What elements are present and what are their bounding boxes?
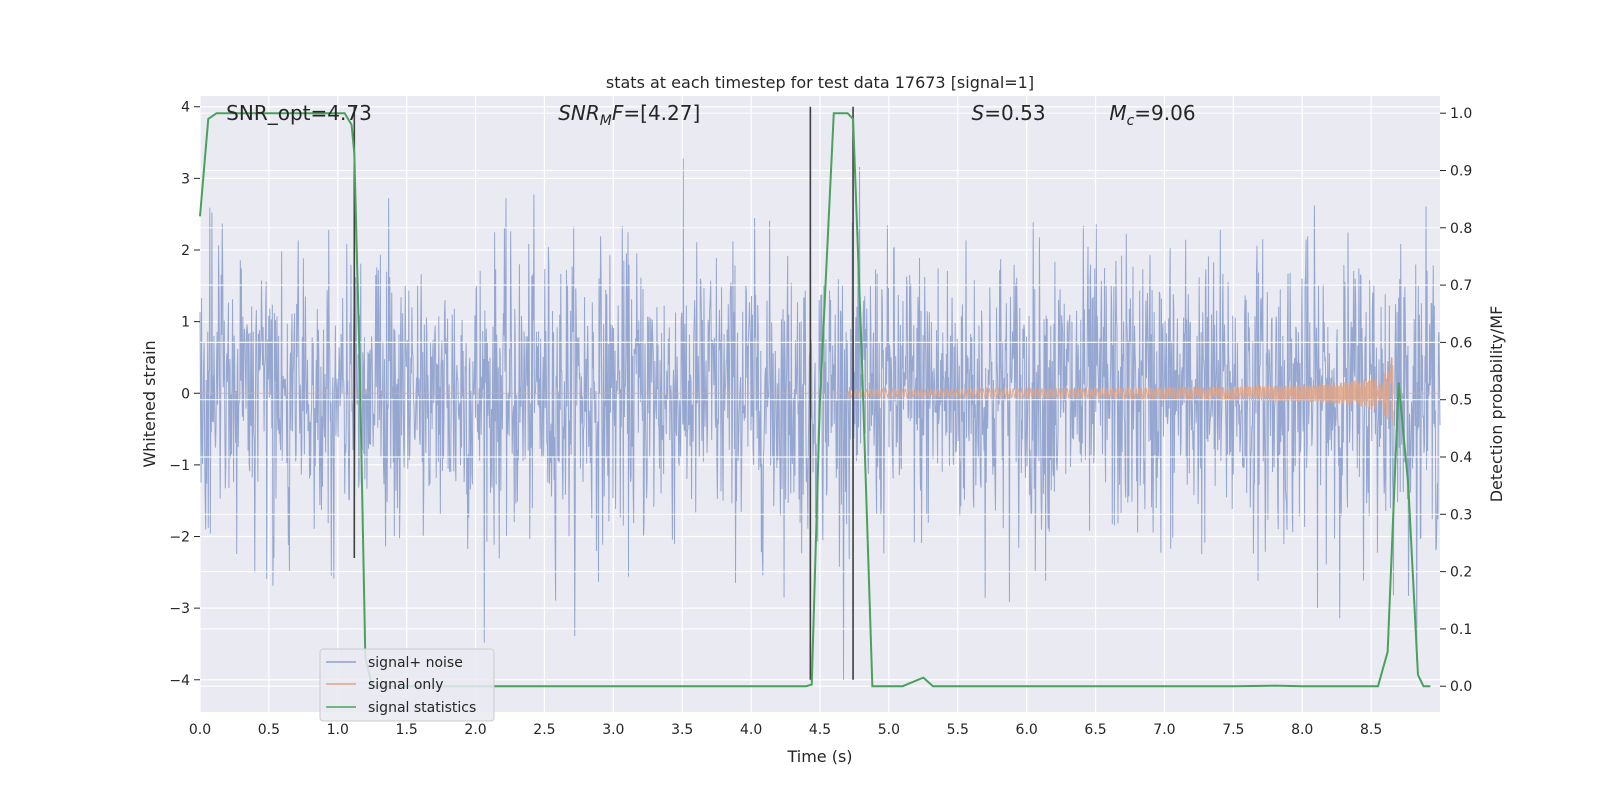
y2-tick-label: 0.4: [1450, 450, 1472, 466]
y2-tick-label: 0.7: [1450, 278, 1472, 294]
y2-tick-label: 0.5: [1450, 393, 1472, 409]
signal-noise-line: [199, 158, 1441, 680]
x-tick-label: 6.5: [1084, 722, 1106, 738]
y2-tick-label: 0.3: [1450, 507, 1472, 523]
legend-label-signal-only: signal only: [368, 677, 443, 693]
x-tick-label: 1.0: [327, 722, 349, 738]
x-tick-label: 5.5: [947, 722, 969, 738]
chart-title: stats at each timestep for test data 176…: [606, 73, 1034, 92]
x-tick-label: 2.5: [533, 722, 555, 738]
annotation: S=0.53: [972, 101, 1046, 125]
annotations: SNR_opt=4.73 SNRMF=[4.27] S=0.53 Mc=9.06: [226, 101, 1195, 129]
legend-item-signal-statistics: signal statistics: [326, 700, 476, 716]
y2-tick-label: 0.9: [1450, 163, 1472, 179]
x-tick-label: 6.0: [1016, 722, 1038, 738]
y-tick-label: −4: [169, 673, 190, 689]
x-tick-label: 3.5: [671, 722, 693, 738]
y2-tick-label: 0.1: [1450, 622, 1472, 638]
y-tick-label: −1: [169, 458, 190, 474]
x-tick-label: 2.0: [464, 722, 486, 738]
annotation: SNRMF=[4.27]: [558, 101, 700, 129]
y-ticks: −4 −3 −2 −1 0 1 2 3 4: [169, 100, 200, 689]
x-tick-label: 8.0: [1291, 722, 1313, 738]
legend-item-signal-noise: signal+ noise: [326, 655, 463, 671]
y2-tick-label: 0.8: [1450, 221, 1472, 237]
x-tick-label: 3.0: [602, 722, 624, 738]
annotation: SNR_opt=4.73: [226, 101, 372, 125]
y-tick-label: −2: [169, 530, 190, 546]
y2-tick-label: 0.2: [1450, 565, 1472, 581]
noise-series: [199, 158, 1441, 680]
y2-ticks: 0.0 0.1 0.2 0.3 0.4 0.5 0.6 0.7 0.8 0.9 1.0: [1440, 106, 1472, 695]
annotation: Mc=9.06: [1109, 101, 1195, 129]
y-tick-label: 4: [181, 100, 190, 116]
legend-box: [319, 648, 495, 722]
x-tick-label: 7.5: [1222, 722, 1244, 738]
legend-label-signal-statistics: signal statistics: [368, 700, 476, 716]
y-tick-label: 0: [181, 386, 190, 402]
signal-statistics-line: [199, 112, 1431, 688]
x-tick-label: 0.5: [258, 722, 280, 738]
signal-statistics-series: [199, 112, 1431, 688]
y-tick-label: −3: [169, 601, 190, 617]
x-axis-label: Time (s): [786, 747, 852, 766]
x-tick-label: 7.0: [1153, 722, 1175, 738]
x-ticks: 0.0 0.5 1.0 1.5 2.0 2.5 3.0 3.5 4.0 4.5 5.0 5.5 6.0 6…: [189, 722, 1382, 738]
x-tick-label: 1.5: [396, 722, 418, 738]
legend: signal+ noise signal only signal statist…: [319, 648, 495, 722]
legend-label-signal-noise: signal+ noise: [368, 655, 463, 671]
y-tick-label: 1: [181, 315, 190, 331]
y-tick-label: 3: [181, 171, 190, 187]
x-tick-label: 4.0: [740, 722, 762, 738]
y2-tick-label: 0.0: [1450, 679, 1472, 695]
x-tick-label: 0.0: [189, 722, 211, 738]
x-tick-label: 5.0: [878, 722, 900, 738]
y2-tick-label: 0.6: [1450, 335, 1472, 351]
y2-axis-label: Detection probability/MF: [1487, 306, 1506, 503]
legend-item-signal-only: signal only: [326, 677, 443, 693]
y-axis-label: Whitened strain: [140, 340, 159, 467]
y-tick-label: 2: [181, 243, 190, 259]
y2-tick-label: 1.0: [1450, 106, 1472, 122]
x-tick-label: 4.5: [809, 722, 831, 738]
x-tick-label: 8.5: [1360, 722, 1382, 738]
